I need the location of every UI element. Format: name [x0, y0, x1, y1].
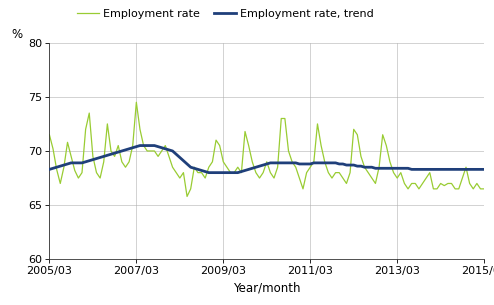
Employment rate, trend	[459, 167, 465, 171]
X-axis label: Year/month: Year/month	[233, 282, 300, 295]
Employment rate	[239, 171, 245, 174]
Employment rate	[133, 100, 139, 104]
Employment rate, trend	[347, 163, 353, 167]
Employment rate	[481, 187, 487, 191]
Employment rate	[184, 195, 190, 198]
Employment rate, trend	[239, 170, 245, 173]
Employment rate	[459, 176, 465, 180]
Employment rate, trend	[137, 144, 143, 147]
Employment rate	[152, 149, 158, 153]
Employment rate, trend	[326, 161, 331, 165]
Employment rate, trend	[46, 167, 52, 171]
Employment rate, trend	[152, 144, 158, 147]
Employment rate	[326, 171, 331, 174]
Y-axis label: %: %	[11, 27, 22, 41]
Employment rate, trend	[481, 167, 487, 171]
Employment rate	[347, 171, 353, 174]
Line: Employment rate: Employment rate	[49, 102, 484, 196]
Legend: Employment rate, Employment rate, trend: Employment rate, Employment rate, trend	[77, 9, 374, 19]
Employment rate, trend	[90, 158, 96, 161]
Line: Employment rate, trend: Employment rate, trend	[49, 145, 484, 173]
Employment rate	[46, 133, 52, 137]
Employment rate	[90, 155, 96, 158]
Employment rate, trend	[206, 171, 212, 174]
